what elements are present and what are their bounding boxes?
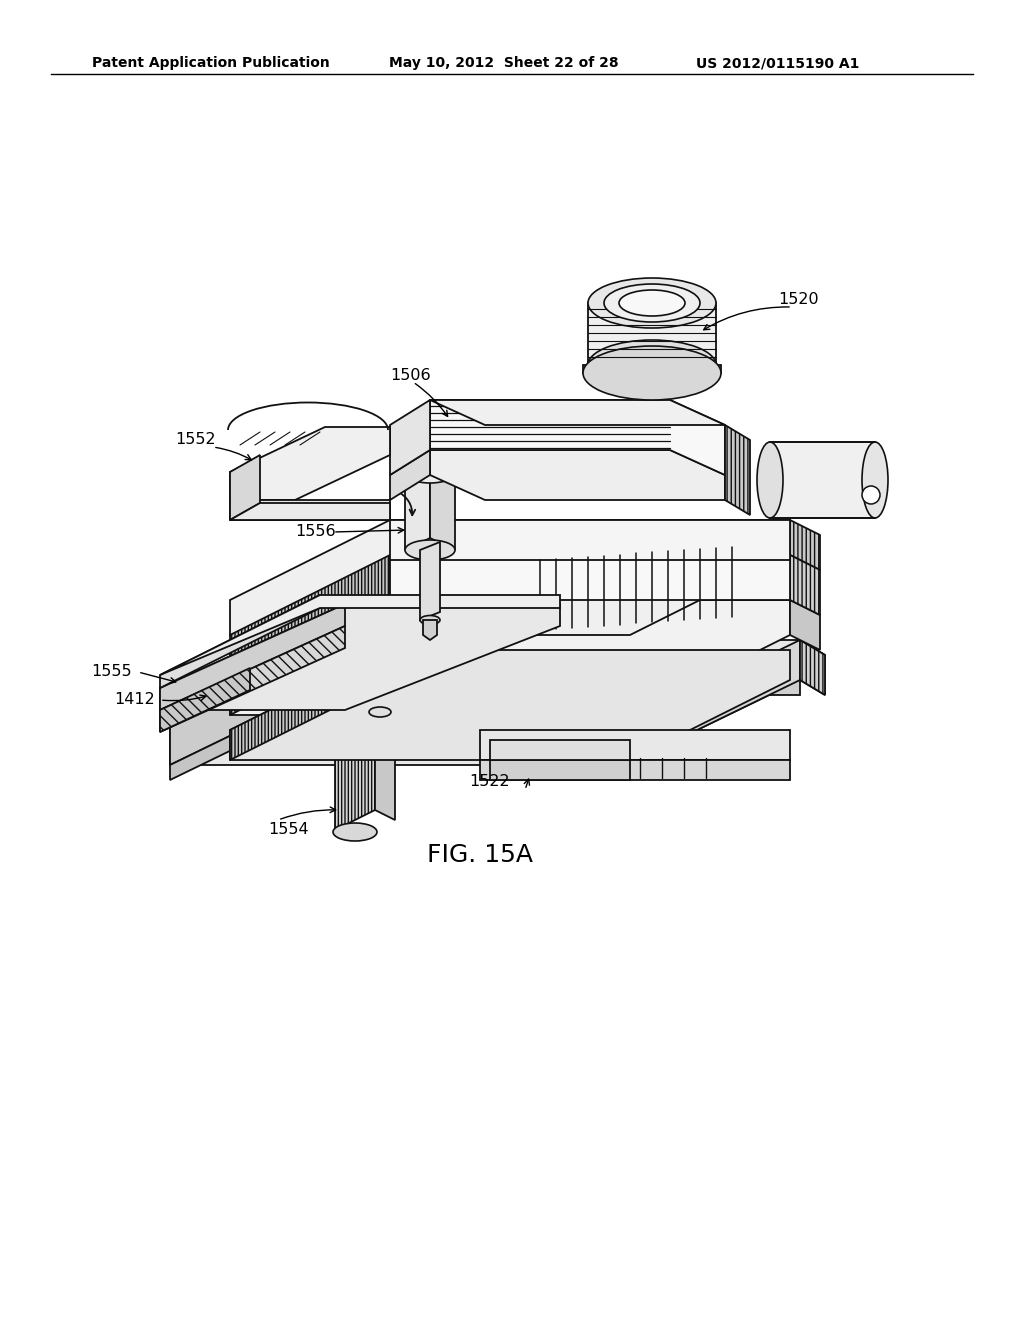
Polygon shape <box>170 640 345 766</box>
Polygon shape <box>230 649 790 760</box>
Polygon shape <box>770 442 874 517</box>
Polygon shape <box>588 304 716 366</box>
Text: 1522: 1522 <box>470 775 510 789</box>
Text: US 2012/0115190 A1: US 2012/0115190 A1 <box>696 57 860 70</box>
Polygon shape <box>390 554 790 601</box>
Ellipse shape <box>757 442 783 517</box>
Polygon shape <box>230 649 390 760</box>
Polygon shape <box>430 400 725 425</box>
Polygon shape <box>335 700 375 830</box>
Polygon shape <box>160 595 319 688</box>
Polygon shape <box>390 450 430 500</box>
Ellipse shape <box>604 284 700 322</box>
Polygon shape <box>800 640 825 696</box>
Text: 1552: 1552 <box>175 433 216 447</box>
Polygon shape <box>160 605 345 710</box>
Polygon shape <box>790 554 820 615</box>
Polygon shape <box>230 500 390 520</box>
Text: FIG. 15A: FIG. 15A <box>427 843 534 867</box>
Ellipse shape <box>406 463 455 483</box>
Polygon shape <box>390 520 790 560</box>
Polygon shape <box>725 425 750 515</box>
Ellipse shape <box>333 822 377 841</box>
Polygon shape <box>160 626 345 733</box>
Ellipse shape <box>406 540 455 560</box>
Ellipse shape <box>588 341 716 389</box>
Polygon shape <box>230 601 790 715</box>
Ellipse shape <box>618 290 685 315</box>
Polygon shape <box>375 700 395 820</box>
Polygon shape <box>160 595 560 675</box>
Polygon shape <box>420 543 440 620</box>
Text: 1412: 1412 <box>115 693 155 708</box>
Polygon shape <box>230 520 790 635</box>
Polygon shape <box>230 554 390 680</box>
Ellipse shape <box>862 442 888 517</box>
Polygon shape <box>345 680 800 696</box>
Polygon shape <box>160 605 560 710</box>
Polygon shape <box>375 690 395 710</box>
Polygon shape <box>423 620 437 640</box>
Text: Patent Application Publication: Patent Application Publication <box>92 57 330 70</box>
Polygon shape <box>800 640 825 696</box>
Ellipse shape <box>588 279 716 327</box>
Polygon shape <box>230 503 390 520</box>
Polygon shape <box>480 730 790 760</box>
Polygon shape <box>335 690 375 719</box>
Circle shape <box>862 486 880 504</box>
Polygon shape <box>430 473 455 550</box>
Text: 1554: 1554 <box>268 822 308 837</box>
Polygon shape <box>170 640 800 766</box>
Ellipse shape <box>369 708 391 717</box>
Polygon shape <box>583 366 721 374</box>
Text: 1520: 1520 <box>778 293 818 308</box>
Polygon shape <box>230 601 390 715</box>
Polygon shape <box>230 426 390 500</box>
Polygon shape <box>480 760 790 780</box>
Polygon shape <box>490 741 630 760</box>
Text: 1555: 1555 <box>91 664 132 680</box>
Polygon shape <box>625 640 800 766</box>
Ellipse shape <box>583 346 721 400</box>
Polygon shape <box>430 450 725 500</box>
Polygon shape <box>160 668 250 733</box>
Polygon shape <box>170 680 345 780</box>
Polygon shape <box>230 455 260 520</box>
Polygon shape <box>790 601 820 649</box>
Ellipse shape <box>420 615 440 624</box>
Text: 1506: 1506 <box>390 367 431 383</box>
Polygon shape <box>390 400 430 475</box>
Polygon shape <box>790 520 820 570</box>
Polygon shape <box>490 760 630 780</box>
Text: May 10, 2012  Sheet 22 of 28: May 10, 2012 Sheet 22 of 28 <box>389 57 618 70</box>
Polygon shape <box>406 473 430 550</box>
Polygon shape <box>430 400 725 475</box>
Text: 1556: 1556 <box>295 524 336 540</box>
